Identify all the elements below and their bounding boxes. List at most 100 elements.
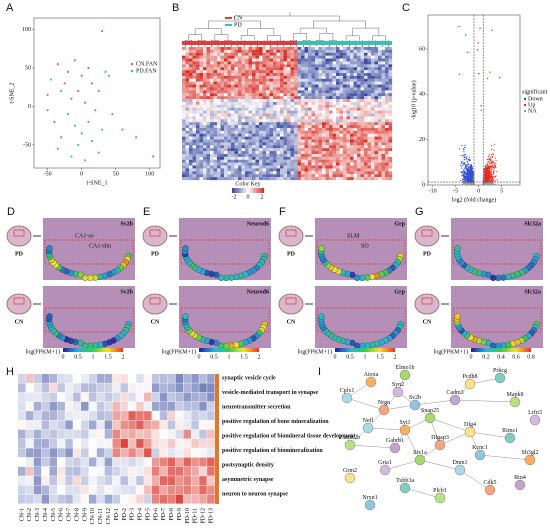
volcano-point [470,176,472,178]
heatmap-cell [329,136,333,140]
heatmap-cell [371,139,375,143]
heatmap-cell [25,429,34,439]
heatmap-cell [182,153,186,157]
heatmap-cell [220,75,225,79]
heatmap-cell [41,411,50,421]
heatmap-cell [343,139,347,143]
heatmap-cell [213,61,218,65]
heatmap-cell [199,162,204,166]
heatmap-cell [290,73,295,77]
heatmap-cell [297,70,302,74]
heatmap-cell [388,148,393,152]
colorbar [377,348,380,352]
heatmap-cell [367,58,372,62]
heatmap-cell [308,151,312,155]
heatmap-cell [213,171,218,175]
heatmap-cell [339,52,344,56]
heatmap-cell [269,122,274,126]
heatmap-cell [378,70,382,74]
volcano-point [491,176,493,179]
volcano-point [464,146,466,149]
heatmap-cell [245,156,249,160]
heatmap-cell [287,73,291,77]
heatmap-cell [371,99,375,103]
heatmap-cell [311,116,316,120]
heatmap-cell [210,101,214,105]
heatmap-cell [353,93,358,97]
heatmap-cell [329,148,333,152]
legend-label: Down [528,96,543,102]
heatmap-cell [227,153,232,157]
heatmap-cell [245,139,249,143]
heatmap-cell [196,110,200,114]
heatmap-cell [290,127,295,131]
heatmap-cell [364,78,368,82]
heatmap-cell [273,78,277,82]
heatmap-cell [381,64,386,68]
heatmap-cell [276,125,281,129]
heatmap-cell [304,101,309,105]
heatmap-cell [185,125,190,129]
heatmap-cell [318,96,323,100]
heatmap-cell [96,374,105,383]
heatmap-cell [192,171,197,175]
heatmap-cell [304,119,309,123]
colorbar [91,348,94,352]
heatmap-cell [287,165,291,169]
heatmap-cell [367,84,372,88]
heatmap-cell [241,47,246,50]
heatmap-cell [385,70,389,74]
heatmap-cell [81,374,89,383]
heatmap-cell [227,73,232,77]
heatmap-cell [245,113,249,117]
heatmap-cell [276,78,281,82]
heatmap-cell [385,122,389,126]
heatmap-cell [259,75,263,79]
heatmap-cell [220,116,225,120]
heatmap-cell [318,168,323,172]
volcano-point [470,164,472,167]
heatmap-cell [280,127,284,131]
heatmap-cell [353,55,358,59]
heatmap-cell [213,58,218,62]
heatmap-cell [231,52,235,56]
heatmap-cell [315,174,319,178]
heatmap-cell [360,78,365,82]
heatmap-cell [266,110,270,114]
heatmap-cell [73,420,81,430]
heatmap-cell [210,136,214,140]
heatmap-cell [192,81,197,85]
heatmap-cell [255,156,260,160]
heatmap-cell [315,73,319,77]
heatmap-cell [182,142,186,146]
heatmap-cell [332,156,337,160]
heatmap-cell [364,64,368,68]
heatmap-cell [287,177,291,181]
heatmap-cell [234,119,239,123]
legend-swatch [130,69,134,73]
heatmap-cell [245,70,249,74]
heatmap-cell [192,159,197,163]
heatmap-cell [269,47,274,50]
heatmap-cell [206,49,211,53]
heatmap-cell [227,119,232,123]
heatmap-cell [353,162,358,166]
heatmap-cell [231,55,235,59]
heatmap-cell [343,58,347,62]
heatmap-cell [290,133,295,137]
heatmap-cell [280,61,284,65]
heatmap-cell [374,130,379,134]
heatmap-cell [339,113,344,117]
heatmap-cell [336,93,340,97]
heatmap-cell [343,104,347,108]
heatmap-cell [199,133,204,137]
heatmap-cell [182,156,186,160]
heatmap-cell [104,401,113,411]
volcano-point [463,155,465,157]
heatmap-cell [224,130,228,134]
heatmap-cell [203,119,207,123]
heatmap-cell [213,125,218,129]
volcano-point [487,163,489,165]
heatmap-cell [213,84,218,88]
heatmap-cell [374,90,379,94]
